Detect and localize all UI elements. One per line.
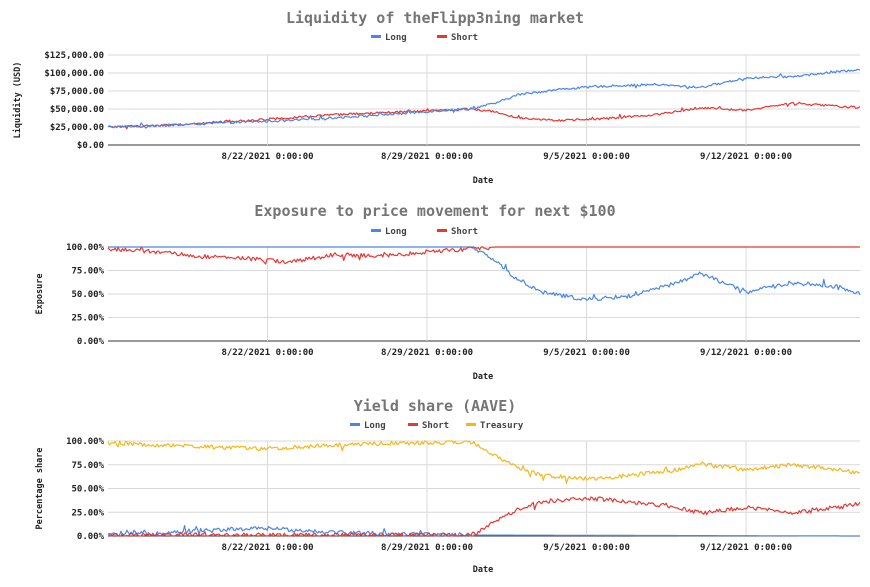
chart-3: Yield share (AAVE) Long Short Treasury 0.00%… <box>35 397 861 575</box>
x-tick-label: 8/29/2021 0:00:00 <box>381 152 473 162</box>
chart-title: Exposure to price movement for next $100 <box>254 202 615 220</box>
y-axis-title: Percentage share <box>35 448 45 530</box>
y-tick-label: 50.00% <box>71 485 104 495</box>
x-tick-label: 9/5/2021 0:00:00 <box>543 348 630 358</box>
chart-2: Exposure to price movement for next $100… <box>35 202 861 382</box>
series-line-long <box>107 524 860 537</box>
y-tick-label: $0.00 <box>77 141 104 151</box>
x-tick-label: 9/12/2021 0:00:00 <box>700 152 792 162</box>
y-tick-label: $25,000.00 <box>50 123 104 133</box>
y-tick-label: 50.00% <box>71 290 104 300</box>
y-tick-label: 0.00% <box>77 337 105 347</box>
chart-title: Yield share (AAVE) <box>354 397 517 415</box>
y-tick-label: 100.00% <box>66 437 105 447</box>
x-tick-label: 8/29/2021 0:00:00 <box>381 348 473 358</box>
series-line-short <box>107 101 861 130</box>
y-axis-title: Exposure <box>35 274 45 315</box>
legend-swatch-short <box>437 35 447 38</box>
legend-label-long: Long <box>385 33 407 43</box>
chart-1: Liquidity of theFlipp3ning market Long Sho… <box>12 9 861 186</box>
series-line-short <box>107 246 860 265</box>
y-tick-label: 100.00% <box>66 243 105 253</box>
series-line-long <box>107 68 861 129</box>
x-tick-label: 9/5/2021 0:00:00 <box>543 152 630 162</box>
legend-label-long: Long <box>385 227 407 237</box>
x-tick-label: 9/5/2021 0:00:00 <box>543 543 630 553</box>
y-tick-label: 25.00% <box>71 314 104 324</box>
legend-swatch-short <box>408 423 418 426</box>
y-tick-label: $100,000.00 <box>44 69 104 79</box>
x-axis-title: Date <box>473 176 493 186</box>
legend-swatch-long <box>371 35 381 38</box>
series-line-short <box>108 496 861 537</box>
x-tick-label: 9/12/2021 0:00:00 <box>700 348 792 358</box>
series-line-long <box>108 246 861 302</box>
legend-label-short: Short <box>422 421 449 431</box>
y-tick-label: $50,000.00 <box>50 105 104 115</box>
legend-label-short: Short <box>451 227 478 237</box>
x-tick-label: 8/22/2021 0:00:00 <box>221 348 313 358</box>
chart-title: Liquidity of theFlipp3ning market <box>286 9 584 27</box>
legend-label-long: Long <box>364 421 386 431</box>
y-tick-label: 75.00% <box>71 267 104 277</box>
x-axis-title: Date <box>473 372 493 382</box>
y-tick-label: 75.00% <box>71 461 104 471</box>
y-tick-label: 25.00% <box>71 508 104 518</box>
series-line-treasury <box>107 440 861 485</box>
legend-swatch-short <box>437 229 447 232</box>
legend-swatch-treasury <box>466 423 476 426</box>
legend-label-treasury: Treasury <box>480 421 524 431</box>
y-tick-label: $125,000.00 <box>44 51 104 61</box>
legend-swatch-long <box>371 229 381 232</box>
legend-label-short: Short <box>451 33 478 43</box>
x-tick-label: 8/29/2021 0:00:00 <box>381 543 473 553</box>
y-tick-label: 0.00% <box>77 532 105 542</box>
y-axis-title: Liquidity (USD) <box>12 62 23 139</box>
x-axis-title: Date <box>473 565 493 575</box>
x-tick-label: 8/22/2021 0:00:00 <box>221 152 313 162</box>
x-tick-label: 9/12/2021 0:00:00 <box>700 543 792 553</box>
y-tick-label: $75,000.00 <box>50 87 104 97</box>
x-tick-label: 8/22/2021 0:00:00 <box>221 543 313 553</box>
legend-swatch-long <box>350 423 360 426</box>
